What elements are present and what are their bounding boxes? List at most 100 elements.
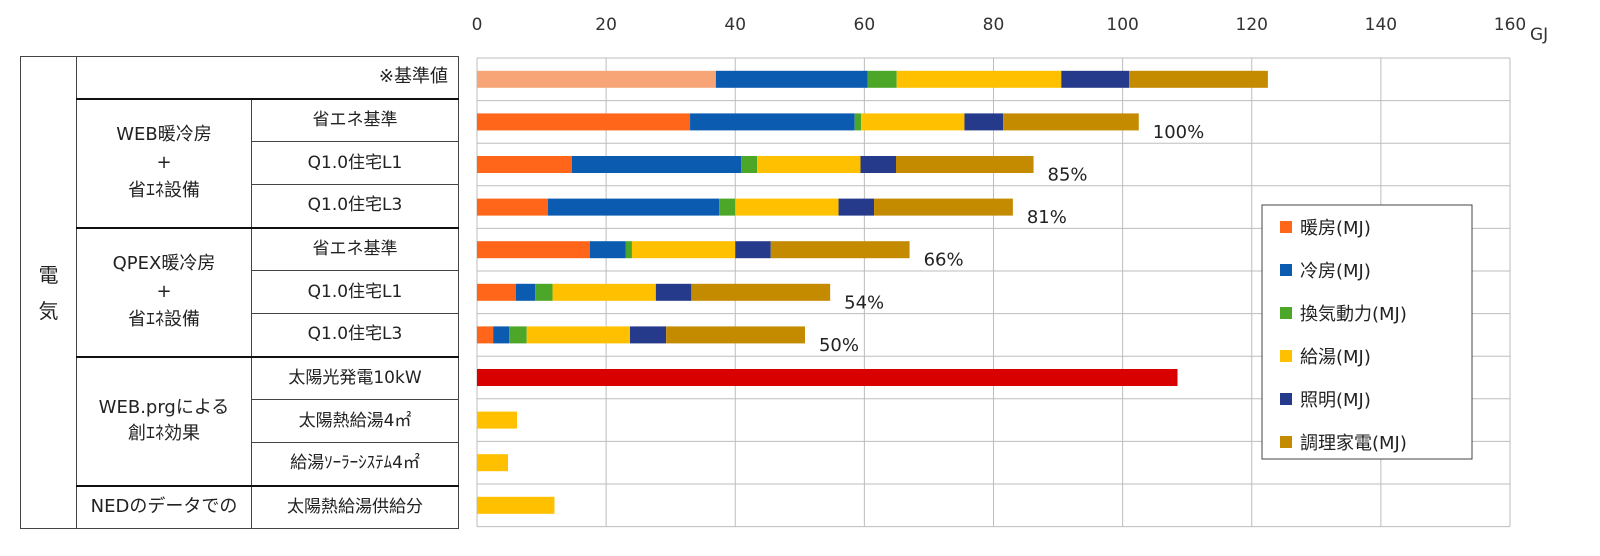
legend-swatch [1280, 350, 1292, 362]
bar-segment [1129, 70, 1268, 88]
category-char: 電 [38, 262, 59, 287]
bar-percent-label: 50% [819, 335, 859, 356]
category-cell: 電気 [20, 56, 77, 529]
bar-percent-label: 66% [924, 250, 964, 271]
row-label: 省エネ基準 [251, 97, 459, 142]
bar-percent-label: 54% [844, 292, 884, 313]
bar-percent-label: 85% [1048, 165, 1088, 186]
legend-swatch [1280, 264, 1292, 276]
category-table: 電気 ※基準値 WEB暖冷房 + 省ｴﾈ設備 省エネ基準 Q1.0住宅L1 Q1… [20, 56, 459, 529]
group-label-line: QPEX暖冷房 [112, 253, 216, 275]
group-label-line: 省ｴﾈ設備 [128, 179, 200, 201]
bar-segment [493, 326, 510, 344]
row-label: Q1.0住宅L1 [251, 141, 459, 185]
category-label: 電気 [21, 260, 76, 326]
group-label-line: + [156, 152, 172, 174]
bar-segment [552, 283, 656, 301]
bar-segment [477, 326, 494, 344]
bar-segment [631, 241, 736, 259]
bar-segment [741, 156, 758, 173]
bar-segment [655, 283, 692, 301]
legend-swatch [1280, 307, 1292, 319]
bar-segment [691, 283, 831, 301]
legend-swatch [1280, 393, 1292, 405]
bar-segment [854, 113, 862, 131]
bar-segment [548, 198, 720, 216]
legend-label: 換気動力(MJ) [1300, 304, 1407, 325]
x-tick-label: 40 [724, 15, 746, 35]
bar-segment [896, 156, 1034, 173]
legend-label: 給湯(MJ) [1300, 347, 1371, 368]
bar-segment [535, 283, 553, 301]
legend-label: 冷房(MJ) [1300, 261, 1371, 282]
legend-swatch [1280, 221, 1292, 233]
row-label: 省エネ基準 [251, 226, 459, 271]
bar-segment [838, 198, 875, 216]
bar-segment [477, 113, 691, 131]
bar-segment [625, 241, 632, 259]
bar-segment [735, 198, 839, 216]
bar-segment [477, 70, 716, 88]
bar-segment [964, 113, 1004, 131]
bar-percent-label: 100% [1153, 122, 1204, 143]
group-label-line: WEB.prgによる [98, 397, 230, 419]
legend-label: 暖房(MJ) [1300, 218, 1371, 239]
bar-segment [1061, 70, 1130, 88]
kijun-label: ※基準値 [76, 56, 459, 99]
bar-segment [735, 241, 771, 259]
bar-segment [1003, 113, 1139, 131]
x-tick-label: 120 [1236, 15, 1268, 35]
x-tick-label: 60 [854, 15, 876, 35]
x-tick-label: 0 [472, 15, 483, 35]
x-tick-label: 140 [1365, 15, 1397, 35]
bar-segment [666, 326, 805, 344]
row-label: Q1.0住宅L3 [251, 313, 459, 357]
bar-segment [526, 326, 631, 344]
bar-segment [477, 198, 549, 216]
row-label: Q1.0住宅L1 [251, 270, 459, 314]
bar-segment [477, 454, 508, 472]
x-tick-label: 160 [1494, 15, 1526, 35]
bar-segment [770, 241, 910, 259]
bar-segment [867, 70, 897, 88]
bar-segment [719, 198, 736, 216]
group-label-line: 創ｴﾈ効果 [128, 423, 200, 444]
x-tick-label: 100 [1106, 15, 1138, 35]
bar-segment [509, 326, 527, 344]
bar-segment [589, 241, 626, 259]
bar-segment [477, 496, 555, 514]
bar-segment [477, 241, 590, 259]
bar-segment [715, 70, 868, 88]
row-label: 太陽熱給湯4㎡ [251, 399, 459, 443]
bar-percent-label: 81% [1027, 207, 1067, 228]
bar-segment [861, 113, 965, 131]
ned-label: NEDのデータでの [76, 484, 252, 529]
bar-segment [477, 411, 518, 429]
group-label-line: 省ｴﾈ設備 [128, 308, 200, 330]
group-label-line: + [156, 281, 172, 303]
x-tick-label: 20 [595, 15, 617, 35]
legend-swatch [1280, 436, 1292, 448]
legend-box [1261, 204, 1473, 460]
bar-segment [690, 113, 855, 131]
group-label-web: WEB暖冷房 + 省ｴﾈ設備 [76, 97, 252, 228]
group-label-line: WEB暖冷房 [116, 124, 212, 146]
row-label: 太陽熱給湯供給分 [251, 484, 459, 529]
legend-label: 照明(MJ) [1300, 390, 1371, 411]
bar-segment [515, 283, 536, 301]
bar-segment [571, 156, 742, 173]
x-unit-label: GJ [1530, 25, 1548, 45]
group-label-qpex: QPEX暖冷房 + 省ｴﾈ設備 [76, 226, 252, 357]
bar-segment [860, 156, 897, 173]
category-char: 気 [38, 298, 59, 323]
bar-segment [757, 156, 861, 173]
x-tick-label: 80 [983, 15, 1005, 35]
legend-label: 調理家電(MJ) [1300, 433, 1407, 454]
bar-segment [477, 156, 572, 173]
bar-segment [477, 283, 516, 301]
bar-segment [630, 326, 667, 344]
group-label-sone: WEB.prgによる 創ｴﾈ効果 [76, 355, 252, 486]
row-label: Q1.0住宅L3 [251, 184, 459, 228]
bar-segment [896, 70, 1062, 88]
